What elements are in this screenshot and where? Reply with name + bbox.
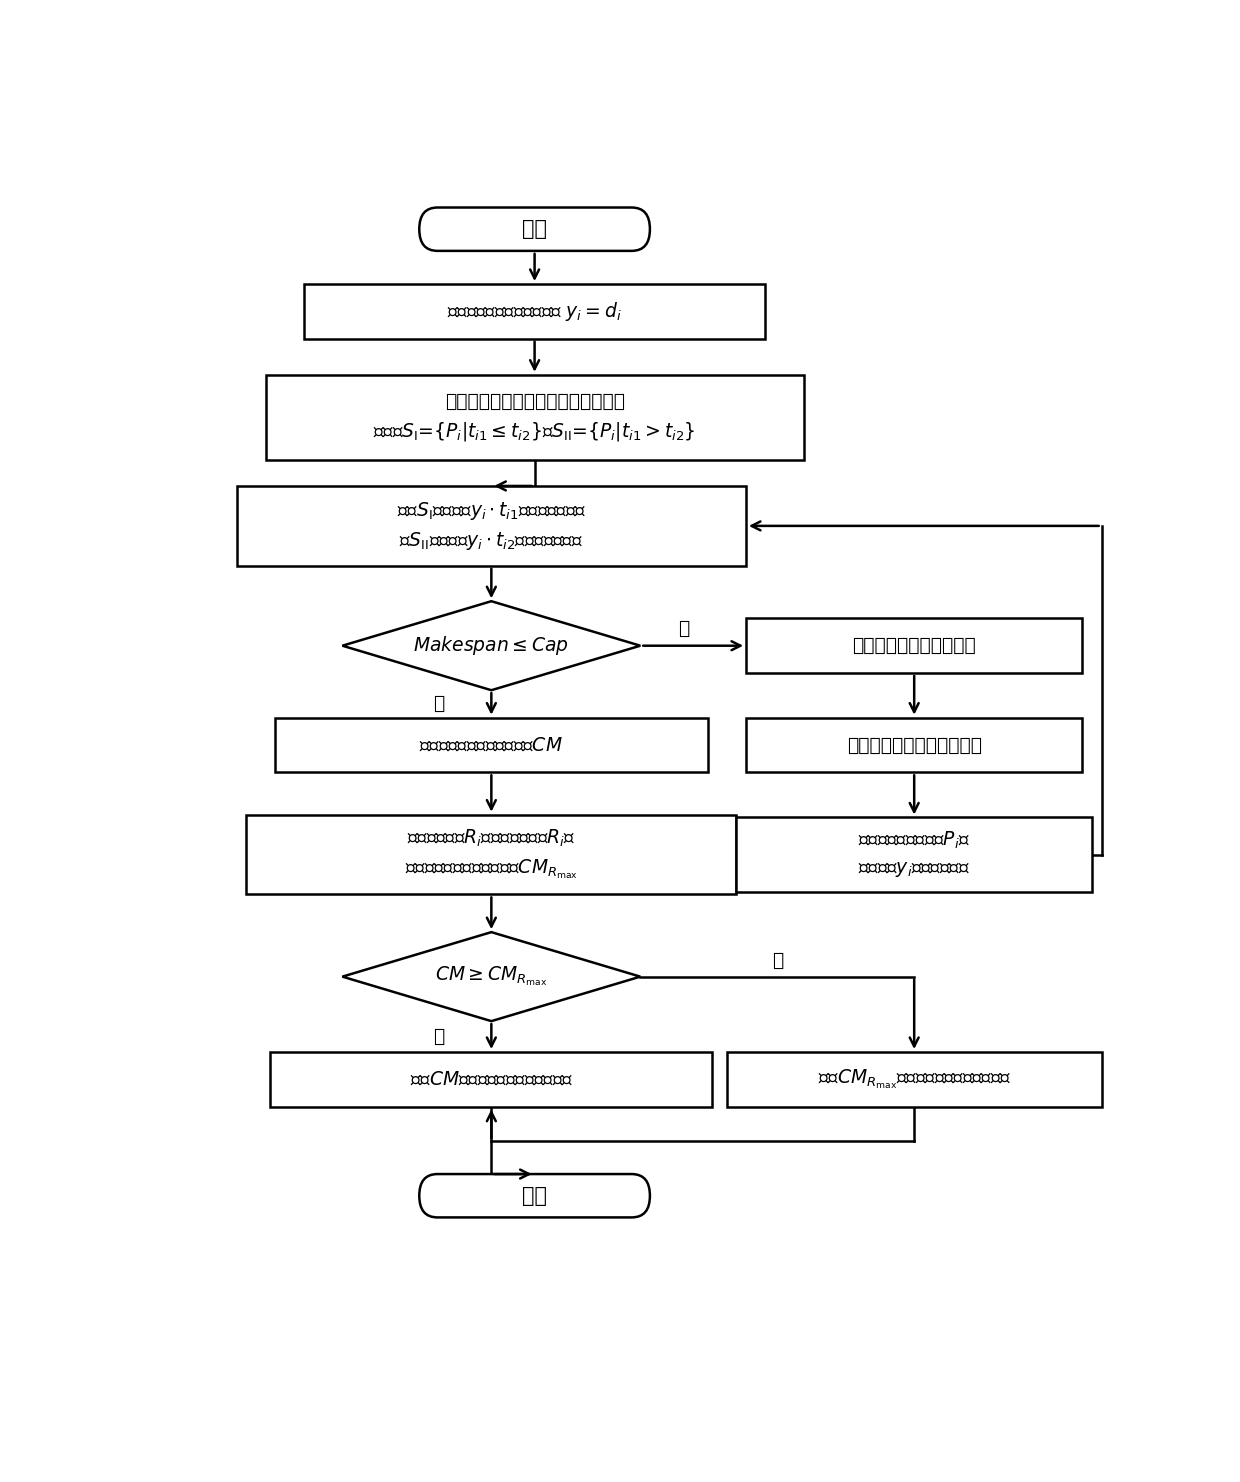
Text: 开始: 开始: [522, 219, 547, 239]
FancyBboxPatch shape: [737, 818, 1092, 892]
Text: 得到满足条件的产品组合和$CM$: 得到满足条件的产品组合和$CM$: [419, 735, 563, 754]
Text: 把优先级最小的产品$P_i$的
生产数量$y_i$减少一个单位: 把优先级最小的产品$P_i$的 生产数量$y_i$减少一个单位: [858, 830, 970, 879]
Text: 是: 是: [433, 695, 444, 713]
FancyBboxPatch shape: [275, 717, 708, 772]
Polygon shape: [342, 602, 640, 691]
Text: 计算新优先级$R_i$，只生产优先级$R_i$最
大的产品，得到产品组合和$CM_{R_{\mathrm{max}}}$: 计算新优先级$R_i$，只生产优先级$R_i$最 大的产品，得到产品组合和$CM…: [404, 828, 578, 880]
FancyBboxPatch shape: [247, 815, 737, 895]
Text: 输出$CM_{R_{\mathrm{max}}}$对应的产品组合和调度方案: 输出$CM_{R_{\mathrm{max}}}$对应的产品组合和调度方案: [817, 1067, 1011, 1091]
Text: 确定关键链上产品的优先级: 确定关键链上产品的优先级: [847, 735, 982, 754]
Text: 根据产品工序加工时间大小，分成两
个集合$S_\mathrm{I}$={$P_i|t_{i1}\leq t_{i2}$}，$S_\mathrm{II}$={$P: 根据产品工序加工时间大小，分成两 个集合$S_\mathrm{I}$={$P_i…: [373, 393, 696, 443]
Text: 否: 否: [678, 619, 689, 639]
FancyBboxPatch shape: [265, 375, 804, 461]
FancyBboxPatch shape: [270, 1052, 712, 1107]
FancyBboxPatch shape: [304, 285, 765, 339]
Text: 集合$S_\mathrm{I}$内产品以$y_i\cdot t_{i1}$按非减顺序，集
合$S_\mathrm{II}$内产品以$y_i\cdot t_{i2: 集合$S_\mathrm{I}$内产品以$y_i\cdot t_{i1}$按非减…: [397, 499, 587, 551]
Text: 结束: 结束: [522, 1186, 547, 1206]
FancyBboxPatch shape: [727, 1052, 1101, 1107]
FancyBboxPatch shape: [419, 1174, 650, 1217]
FancyBboxPatch shape: [746, 717, 1083, 772]
FancyBboxPatch shape: [746, 618, 1083, 673]
FancyBboxPatch shape: [237, 486, 746, 566]
FancyBboxPatch shape: [419, 207, 650, 250]
Text: Makespan$\leq$$Cap$: Makespan$\leq$$Cap$: [413, 634, 569, 657]
Text: 输出$CM$对应的产品组合和调度方案: 输出$CM$对应的产品组合和调度方案: [409, 1070, 573, 1089]
Text: 令所有产品的初始生产数量 $y_i=d_i$: 令所有产品的初始生产数量 $y_i=d_i$: [448, 299, 622, 323]
Text: 找出调度方案中的关键链: 找出调度方案中的关键链: [852, 636, 976, 655]
Text: $CM\geq CM_{R_{\mathrm{max}}}$: $CM\geq CM_{R_{\mathrm{max}}}$: [435, 965, 548, 988]
Text: 否: 否: [771, 951, 782, 971]
Polygon shape: [342, 932, 640, 1021]
Text: 是: 是: [433, 1027, 444, 1046]
